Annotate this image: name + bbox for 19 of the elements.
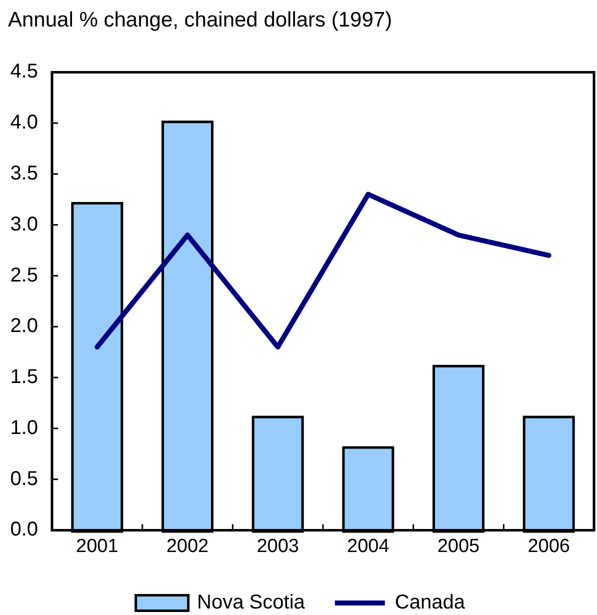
x-tick-label: 2006: [528, 536, 570, 557]
y-tick-label: 1.0: [10, 416, 38, 439]
y-tick-label: 4.0: [10, 112, 38, 134]
chart-title: Annual % change, chained dollars (1997): [8, 8, 392, 32]
x-tick-label: 2005: [437, 536, 480, 557]
y-tick-label: 3.5: [10, 162, 38, 184]
y-tick-label: 4.5: [10, 60, 38, 83]
y-tick-label: 3.0: [10, 213, 38, 236]
y-tick-label: 0.5: [10, 468, 38, 490]
y-tick-label: 1.5: [10, 366, 38, 388]
x-tick-label: 2002: [166, 536, 209, 557]
x-tick-label: 2003: [256, 536, 299, 557]
y-tick-label: 2.0: [10, 315, 38, 338]
legend-label: Canada: [394, 592, 466, 614]
y-tick-label: 2.5: [10, 264, 38, 286]
x-tick-label: 2004: [347, 536, 390, 557]
legend-label: Nova Scotia: [197, 592, 306, 614]
x-tick-label: 2001: [76, 536, 118, 557]
y-tick-label: 0.0: [10, 518, 38, 541]
